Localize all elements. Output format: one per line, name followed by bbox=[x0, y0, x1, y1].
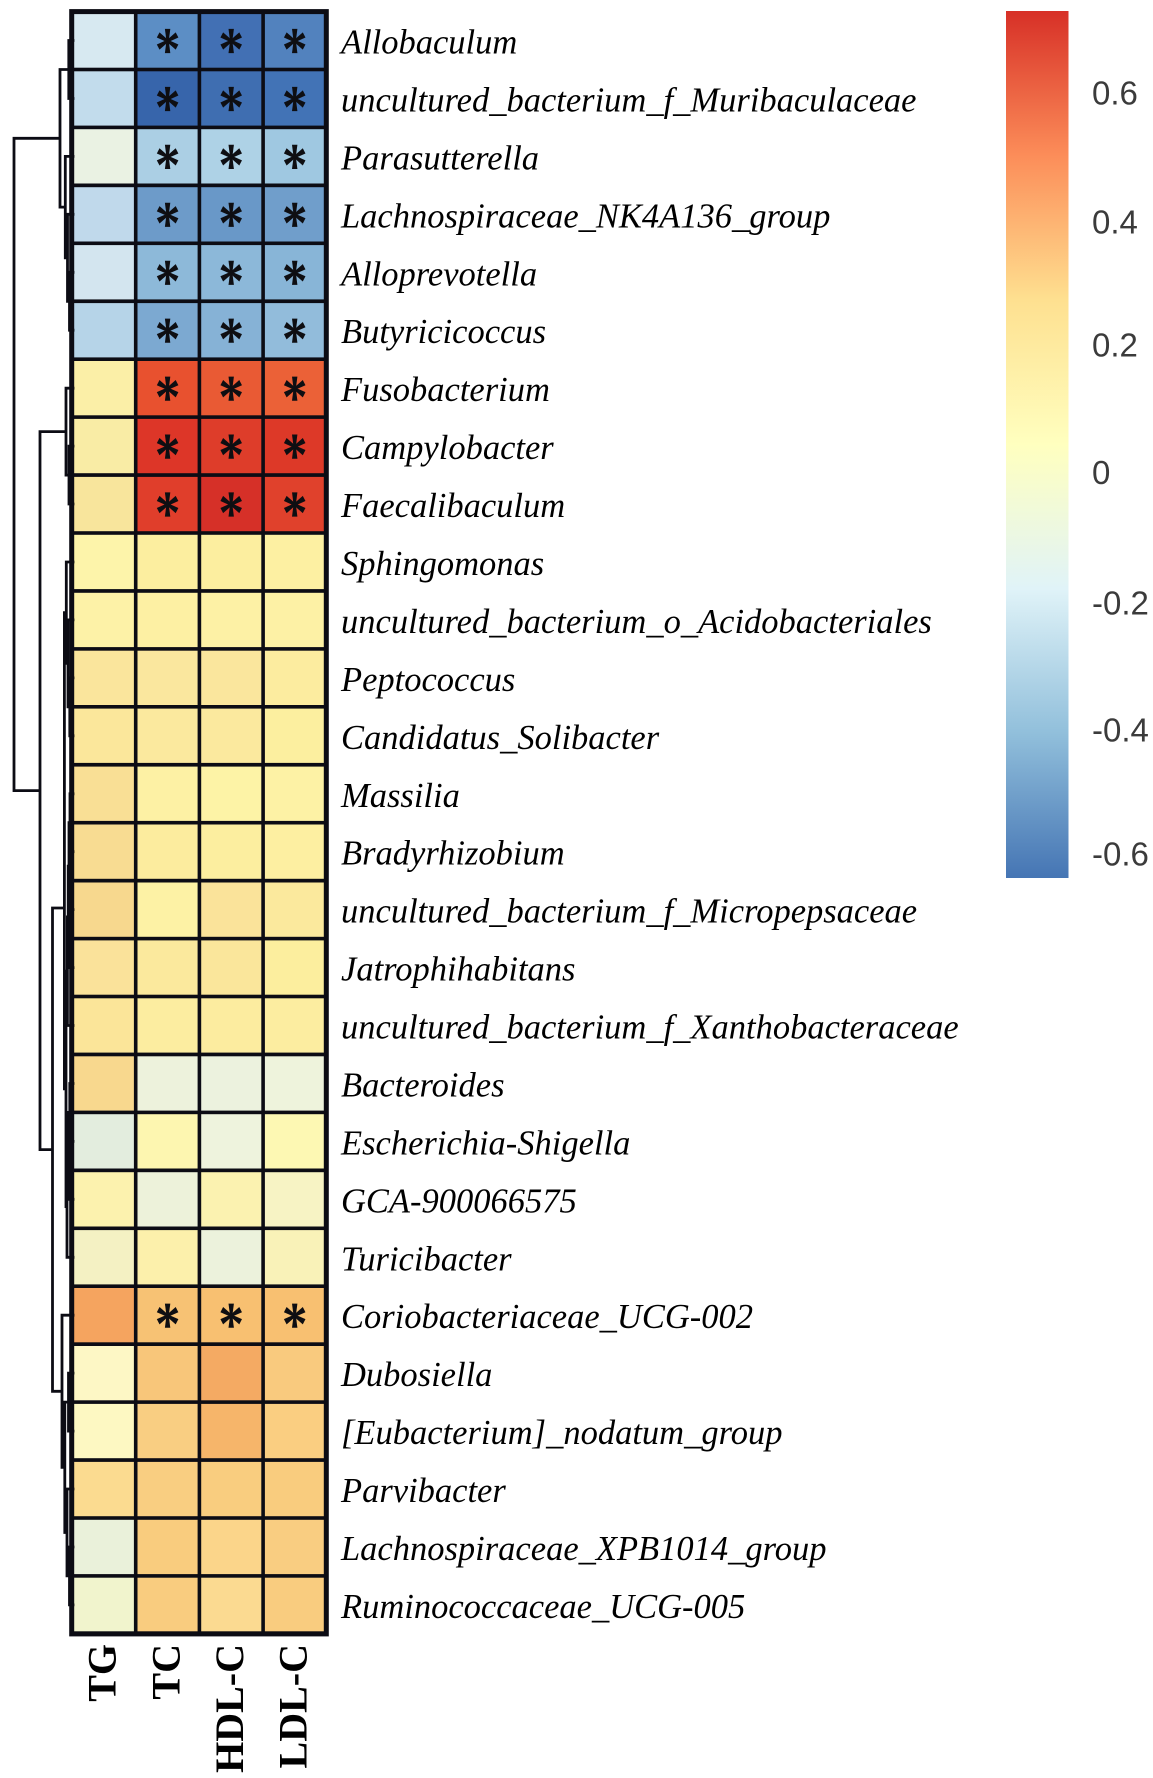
svg-text:Jatrophihabitans: Jatrophihabitans bbox=[341, 951, 575, 989]
svg-text:Candidatus_Solibacter: Candidatus_Solibacter bbox=[341, 719, 660, 757]
svg-text:0.6: 0.6 bbox=[1092, 75, 1138, 112]
svg-text:Escherichia-Shigella: Escherichia-Shigella bbox=[340, 1124, 630, 1162]
svg-text:HDL-C: HDL-C bbox=[207, 1644, 252, 1773]
svg-text:Ruminococcaceae_UCG-005: Ruminococcaceae_UCG-005 bbox=[340, 1588, 745, 1626]
svg-text:TC: TC bbox=[144, 1644, 189, 1700]
svg-text:Allobaculum: Allobaculum bbox=[339, 24, 517, 62]
svg-text:uncultured_bacterium_f_Xanthob: uncultured_bacterium_f_Xanthobacteraceae bbox=[341, 1009, 959, 1047]
svg-text:-0.2: -0.2 bbox=[1092, 585, 1149, 622]
svg-text:Parasutterella: Parasutterella bbox=[340, 139, 539, 177]
svg-text:[Eubacterium]_nodatum_group: [Eubacterium]_nodatum_group bbox=[341, 1414, 782, 1452]
svg-text:-0.6: -0.6 bbox=[1092, 836, 1149, 873]
svg-text:uncultured_bacterium_o_Acidoba: uncultured_bacterium_o_Acidobacteriales bbox=[341, 603, 932, 641]
svg-text:Campylobacter: Campylobacter bbox=[341, 429, 554, 467]
svg-text:0.4: 0.4 bbox=[1092, 204, 1138, 241]
svg-text:0.2: 0.2 bbox=[1092, 327, 1138, 364]
svg-text:GCA-900066575: GCA-900066575 bbox=[341, 1182, 577, 1220]
svg-text:Faecalibaculum: Faecalibaculum bbox=[340, 487, 565, 525]
svg-text:Coriobacteriaceae_UCG-002: Coriobacteriaceae_UCG-002 bbox=[341, 1298, 753, 1336]
svg-text:0: 0 bbox=[1092, 454, 1110, 491]
svg-text:Parvibacter: Parvibacter bbox=[340, 1472, 506, 1510]
svg-text:Bradyrhizobium: Bradyrhizobium bbox=[341, 835, 565, 873]
svg-text:Dubosiella: Dubosiella bbox=[340, 1356, 492, 1394]
svg-text:Turicibacter: Turicibacter bbox=[341, 1240, 512, 1278]
svg-text:Peptococcus: Peptococcus bbox=[340, 661, 515, 699]
svg-text:-0.4: -0.4 bbox=[1092, 712, 1149, 749]
svg-text:TG: TG bbox=[80, 1644, 125, 1702]
svg-text:Lachnospiraceae_NK4A136_group: Lachnospiraceae_NK4A136_group bbox=[340, 197, 830, 235]
svg-text:Fusobacterium: Fusobacterium bbox=[340, 371, 550, 409]
svg-text:LDL-C: LDL-C bbox=[271, 1644, 316, 1768]
svg-text:Bacteroides: Bacteroides bbox=[341, 1066, 505, 1104]
svg-text:Alloprevotella: Alloprevotella bbox=[339, 255, 537, 293]
svg-text:Butyricicoccus: Butyricicoccus bbox=[341, 313, 546, 351]
svg-text:Lachnospiraceae_XPB1014_group: Lachnospiraceae_XPB1014_group bbox=[340, 1530, 827, 1568]
svg-text:uncultured_bacterium_f_Micrope: uncultured_bacterium_f_Micropepsaceae bbox=[341, 893, 917, 931]
svg-text:uncultured_bacterium_f_Muribac: uncultured_bacterium_f_Muribaculaceae bbox=[341, 82, 917, 120]
svg-text:Massilia: Massilia bbox=[340, 777, 460, 815]
svg-text:Sphingomonas: Sphingomonas bbox=[341, 545, 544, 583]
